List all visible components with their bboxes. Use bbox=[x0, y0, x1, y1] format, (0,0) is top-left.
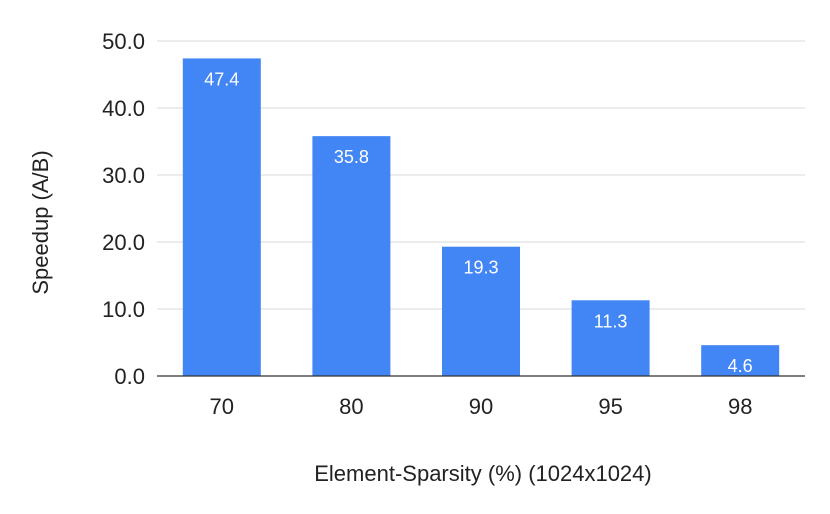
bar bbox=[442, 246, 520, 376]
y-tick-label: 20.0 bbox=[102, 230, 145, 255]
bar-value-label: 47.4 bbox=[204, 69, 239, 89]
x-tick-label: 80 bbox=[339, 394, 363, 419]
bar-value-label: 11.3 bbox=[594, 311, 628, 331]
bar bbox=[312, 136, 391, 376]
bar bbox=[182, 58, 261, 377]
y-tick-label: 40.0 bbox=[102, 96, 145, 121]
bar-value-label: 35.8 bbox=[334, 147, 369, 167]
bar bbox=[701, 345, 780, 376]
bars: 47.4 35.8 19.3 11.3 4.6 bbox=[182, 58, 780, 377]
y-tick-label: 50.0 bbox=[102, 29, 145, 54]
x-tick-label: 98 bbox=[728, 394, 752, 419]
bar-value-label: 4.6 bbox=[728, 356, 753, 376]
y-axis-ticks: 0.0 10.0 20.0 30.0 40.0 50.0 bbox=[102, 29, 145, 389]
y-tick-label: 0.0 bbox=[114, 364, 145, 389]
gridlines bbox=[157, 40, 805, 310]
x-tick-label: 90 bbox=[469, 394, 493, 419]
y-tick-label: 10.0 bbox=[102, 297, 145, 322]
x-tick-label: 70 bbox=[210, 394, 234, 419]
y-axis-title: Speedup (A/B) bbox=[28, 150, 53, 294]
bar bbox=[571, 300, 650, 376]
y-tick-label: 30.0 bbox=[102, 163, 145, 188]
x-axis-ticks: 70 80 90 95 98 bbox=[210, 394, 753, 419]
bar-value-label: 19.3 bbox=[463, 258, 498, 278]
x-tick-label: 95 bbox=[598, 394, 622, 419]
x-axis-title: Element-Sparsity (%) (1024x1024) bbox=[314, 461, 651, 486]
